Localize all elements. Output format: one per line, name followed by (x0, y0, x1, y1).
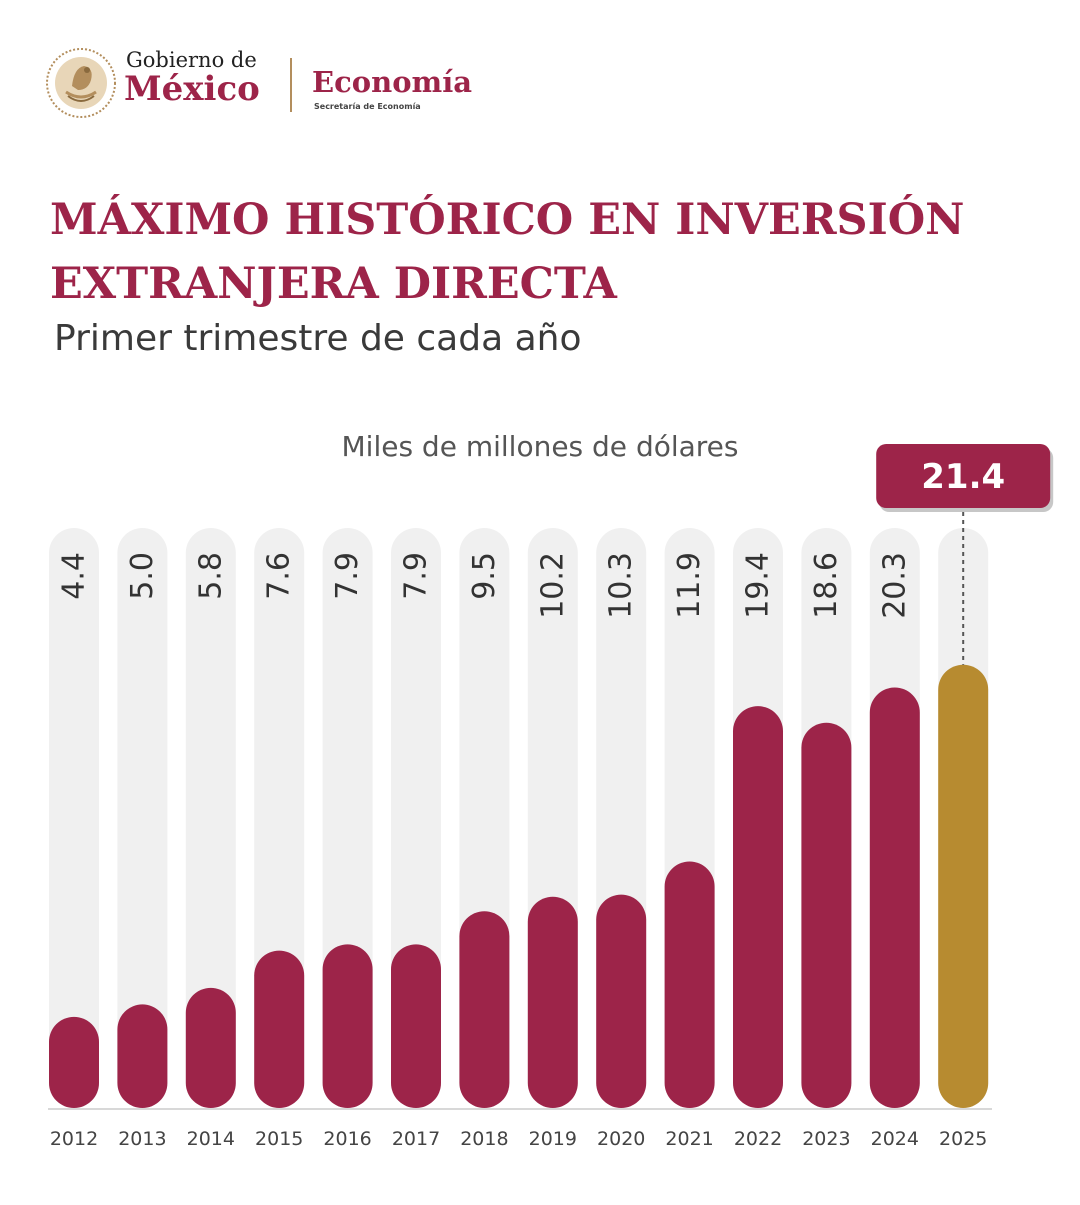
year-label-2018: 2018 (460, 1128, 508, 1150)
value-label-2019: 10.2 (535, 552, 570, 619)
year-label-2024: 2024 (871, 1128, 919, 1150)
year-label-2014: 2014 (187, 1128, 235, 1150)
bar-2020 (596, 894, 647, 1108)
year-label-2020: 2020 (597, 1128, 645, 1150)
header-divider (290, 58, 292, 112)
bar-2018 (459, 911, 510, 1108)
header: Gobierno de México Economía Secretaría d… (44, 44, 524, 120)
escudo-nacional-icon (46, 48, 116, 118)
year-label-2023: 2023 (802, 1128, 850, 1150)
value-label-2014: 5.8 (193, 552, 228, 600)
bar-2012 (49, 1016, 99, 1108)
value-label-2023: 18.6 (809, 552, 844, 619)
bar-2021 (664, 861, 715, 1108)
bar-2015 (254, 950, 305, 1108)
year-label-2015: 2015 (255, 1128, 303, 1150)
gobierno-label: Gobierno de (126, 48, 257, 72)
bar-2022 (733, 706, 783, 1108)
year-label-2019: 2019 (529, 1128, 577, 1150)
year-label-2017: 2017 (392, 1128, 440, 1150)
year-label-2012: 2012 (50, 1128, 98, 1150)
value-label-2015: 7.6 (262, 552, 297, 600)
units-label: Miles de millones de dólares (341, 430, 739, 463)
page-subtitle: Primer trimestre de cada año (54, 318, 582, 359)
value-label-2022: 19.4 (741, 552, 776, 619)
bar-2024 (869, 687, 920, 1108)
value-label-2024: 20.3 (877, 552, 912, 619)
year-label-2021: 2021 (665, 1128, 713, 1150)
value-label-2020: 10.3 (604, 552, 639, 619)
value-label-2016: 7.9 (330, 552, 365, 600)
bar-2013 (117, 1004, 168, 1108)
mexico-label: México (124, 69, 260, 109)
value-label-2012: 4.4 (57, 552, 92, 600)
bar-track (185, 528, 236, 1108)
year-label-2016: 2016 (323, 1128, 371, 1150)
year-label-2022: 2022 (734, 1128, 782, 1150)
value-label-2018: 9.5 (467, 552, 502, 600)
bar-2019 (527, 896, 578, 1108)
highlight-callout (876, 444, 1051, 508)
bar-2016 (322, 944, 373, 1108)
economia-label: Economía (312, 65, 473, 99)
bar-2025 (938, 664, 989, 1108)
year-label-2013: 2013 (118, 1128, 166, 1150)
title-line-1: MÁXIMO HISTÓRICO EN INVERSIÓN (50, 195, 965, 245)
title-line-2: EXTRANJERA DIRECTA (50, 259, 617, 309)
value-label-2025: 21.4 (921, 457, 1005, 497)
value-label-2021: 11.9 (672, 552, 707, 619)
bar-2014 (185, 987, 236, 1108)
bar-track (49, 528, 99, 1108)
bar-2017 (391, 944, 441, 1108)
year-label-2025: 2025 (939, 1128, 987, 1150)
secretaria-label: Secretaría de Economía (314, 102, 421, 111)
bar-track (117, 528, 168, 1108)
bar-2023 (801, 722, 852, 1108)
value-label-2017: 7.9 (399, 552, 434, 600)
page-title: MÁXIMO HISTÓRICO EN INVERSIÓN EXTRANJERA… (50, 188, 1050, 316)
value-label-2013: 5.0 (125, 552, 160, 600)
